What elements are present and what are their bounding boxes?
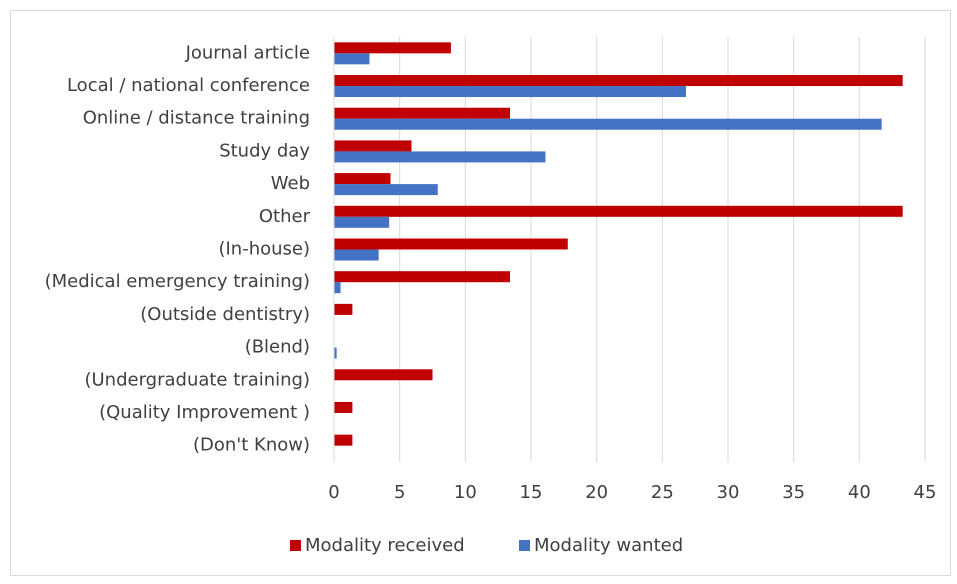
x-tick-label: 35 xyxy=(782,482,805,503)
y-tick-label: (Blend) xyxy=(245,337,310,358)
y-tick-label: (In-house) xyxy=(218,239,310,260)
bar xyxy=(334,151,546,163)
bar xyxy=(334,184,438,196)
legend-label: Modality wanted xyxy=(534,535,683,556)
y-tick-label: (Don't Know) xyxy=(193,435,310,456)
legend-label: Modality received xyxy=(305,535,465,556)
bar xyxy=(334,173,391,185)
y-tick-label: (Quality Improvement ) xyxy=(99,402,310,423)
legend-swatch xyxy=(290,540,301,551)
bar xyxy=(334,434,353,446)
y-tick-label: (Medical emergency training) xyxy=(45,271,310,292)
y-tick-label: Journal article xyxy=(185,42,310,63)
bar xyxy=(334,86,686,98)
bar xyxy=(334,401,353,413)
x-tick-label: 5 xyxy=(394,482,405,503)
bar xyxy=(334,249,379,261)
bar xyxy=(334,140,412,152)
x-tick-label: 40 xyxy=(848,482,871,503)
x-tick-label: 10 xyxy=(454,482,477,503)
legend-swatch xyxy=(519,540,530,551)
bar xyxy=(334,75,903,87)
y-tick-label: Other xyxy=(259,206,311,227)
bar xyxy=(334,216,390,228)
y-tick-label: (Outside dentistry) xyxy=(140,304,310,325)
x-tick-label: 0 xyxy=(328,482,339,503)
y-tick-label: Web xyxy=(271,173,310,194)
bar xyxy=(334,347,337,359)
bar xyxy=(334,107,510,119)
y-tick-label: (Undergraduate training) xyxy=(84,369,310,390)
x-tick-label: 30 xyxy=(717,482,740,503)
bar xyxy=(334,42,451,54)
bar xyxy=(334,53,370,65)
bar xyxy=(334,238,568,250)
bar xyxy=(334,369,433,381)
bar xyxy=(334,118,882,130)
x-tick-label: 15 xyxy=(520,482,543,503)
x-tick-label: 45 xyxy=(914,482,937,503)
bar xyxy=(334,282,341,294)
bar xyxy=(334,271,510,283)
y-tick-label: Online / distance training xyxy=(83,108,310,129)
bar xyxy=(334,303,353,315)
x-tick-label: 25 xyxy=(651,482,674,503)
y-tick-label: Study day xyxy=(219,140,310,161)
y-tick-label: Local / national conference xyxy=(67,75,310,96)
bar xyxy=(334,205,903,217)
x-tick-label: 20 xyxy=(585,482,608,503)
